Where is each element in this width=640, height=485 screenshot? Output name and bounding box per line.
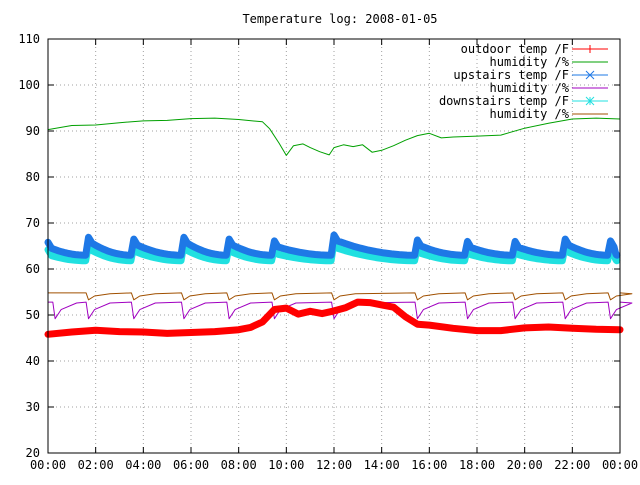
legend-label: outdoor temp /F <box>461 42 569 56</box>
x-tick-label: 00:00 <box>602 458 638 472</box>
x-tick-label: 06:00 <box>173 458 209 472</box>
x-tick-label: 14:00 <box>364 458 400 472</box>
legend-label: humidity /% <box>490 55 570 69</box>
y-tick-label: 80 <box>26 170 40 184</box>
y-tick-label: 30 <box>26 400 40 414</box>
y-tick-label: 50 <box>26 308 40 322</box>
series-marker <box>585 96 595 106</box>
legend-label: upstairs temp /F <box>453 68 569 82</box>
x-tick-label: 22:00 <box>554 458 590 472</box>
x-tick-label: 10:00 <box>268 458 304 472</box>
chart-title: Temperature log: 2008-01-05 <box>242 12 437 26</box>
x-tick-label: 20:00 <box>507 458 543 472</box>
y-tick-label: 40 <box>26 354 40 368</box>
series-line <box>47 292 633 301</box>
series-line <box>47 301 633 320</box>
series-layer <box>44 117 633 338</box>
series-line <box>44 298 624 338</box>
legend-label: humidity /% <box>490 107 570 121</box>
series-marker <box>585 70 595 80</box>
y-tick-label: 60 <box>26 262 40 276</box>
x-tick-label: 04:00 <box>125 458 161 472</box>
series-line <box>47 117 621 156</box>
legend-label: downstairs temp /F <box>439 94 569 108</box>
x-tick-label: 12:00 <box>316 458 352 472</box>
y-tick-label: 100 <box>18 78 40 92</box>
y-tick-label: 90 <box>26 124 40 138</box>
legend-label: humidity /% <box>490 81 570 95</box>
y-tick-label: 110 <box>18 32 40 46</box>
y-tick-label: 20 <box>26 446 40 460</box>
x-tick-label: 08:00 <box>221 458 257 472</box>
series-line <box>44 231 621 259</box>
x-tick-label: 16:00 <box>411 458 447 472</box>
x-tick-label: 18:00 <box>459 458 495 472</box>
y-tick-label: 70 <box>26 216 40 230</box>
x-tick-label: 02:00 <box>78 458 114 472</box>
grid-layer <box>48 39 620 453</box>
axis-layer: 20 30 40 50 60 70 80 90 100 110 00:00 02:00 04:00 06:… <box>18 32 638 472</box>
x-tick-label: 00:00 <box>30 458 66 472</box>
